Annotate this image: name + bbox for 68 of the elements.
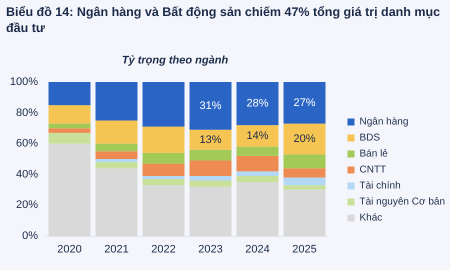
bar bbox=[190, 180, 232, 187]
x-tick-label: 2025 bbox=[292, 244, 317, 256]
bar bbox=[96, 144, 138, 152]
bar bbox=[190, 150, 232, 161]
legend-label: Bán lẻ bbox=[360, 148, 388, 160]
bar bbox=[284, 185, 326, 190]
chart-title: Biểu đồ 14: Ngân hàng và Bất động sản chiếm 47% tổng giá trị danh mục đầu tư bbox=[6, 4, 442, 36]
data-label: 13% bbox=[199, 134, 222, 146]
x-tick-label: 2020 bbox=[57, 244, 82, 256]
bar bbox=[236, 125, 278, 147]
x-tick-label: 2024 bbox=[245, 244, 270, 256]
bar bbox=[236, 82, 278, 126]
x-tick-label: 2023 bbox=[198, 244, 223, 256]
bar bbox=[284, 168, 326, 178]
bar bbox=[142, 82, 184, 127]
bar bbox=[48, 144, 90, 236]
bar bbox=[284, 190, 326, 236]
x-tick-label: 2022 bbox=[151, 244, 176, 256]
bar bbox=[190, 176, 232, 181]
bar bbox=[236, 176, 278, 182]
legend-label: CNTT bbox=[360, 164, 386, 176]
bar bbox=[190, 130, 232, 150]
data-label: 20% bbox=[293, 132, 316, 145]
y-tick-label: 80% bbox=[16, 106, 38, 119]
bar bbox=[96, 162, 138, 168]
bar bbox=[142, 152, 184, 164]
data-label: 28% bbox=[246, 98, 269, 110]
bar bbox=[96, 82, 138, 120]
y-tick-label: 60% bbox=[16, 138, 38, 150]
bar bbox=[96, 120, 138, 144]
bar bbox=[96, 168, 138, 236]
bar bbox=[142, 185, 184, 236]
y-tick-label: 0% bbox=[22, 230, 38, 242]
data-label: 27% bbox=[293, 96, 316, 109]
legend-label: BDS bbox=[360, 132, 380, 144]
bar bbox=[48, 128, 90, 133]
y-tick-label: 40% bbox=[16, 168, 38, 180]
legend-label: Tài chính bbox=[360, 180, 401, 192]
data-label: 31% bbox=[199, 100, 222, 112]
bar bbox=[96, 159, 138, 162]
bar bbox=[236, 171, 278, 176]
legend-label: Ngân hàng bbox=[360, 116, 408, 128]
bar bbox=[142, 179, 184, 186]
bar bbox=[142, 164, 184, 176]
bar bbox=[284, 82, 326, 124]
legend-label: Khác bbox=[360, 212, 382, 224]
bar bbox=[190, 186, 232, 236]
bar bbox=[190, 82, 232, 130]
bar bbox=[236, 156, 278, 172]
bar bbox=[96, 151, 138, 159]
bar bbox=[142, 176, 184, 180]
bar bbox=[284, 154, 326, 168]
bar bbox=[48, 82, 90, 106]
bar bbox=[190, 160, 232, 176]
data-label: 14% bbox=[246, 130, 269, 142]
bar bbox=[236, 146, 278, 156]
y-tick-label: 20% bbox=[16, 199, 38, 212]
bar bbox=[48, 105, 90, 124]
bar bbox=[48, 124, 90, 128]
x-tick-label: 2021 bbox=[104, 244, 129, 256]
y-tick-label: 100% bbox=[10, 76, 38, 88]
bar bbox=[284, 124, 326, 154]
bar bbox=[284, 177, 326, 186]
bar bbox=[142, 126, 184, 153]
legend-label: Tài nguyên Cơ bản bbox=[360, 196, 445, 208]
bar bbox=[236, 182, 278, 236]
chart-subtitle: Tỷ trọng theo ngành bbox=[122, 54, 228, 66]
bar bbox=[48, 132, 90, 144]
